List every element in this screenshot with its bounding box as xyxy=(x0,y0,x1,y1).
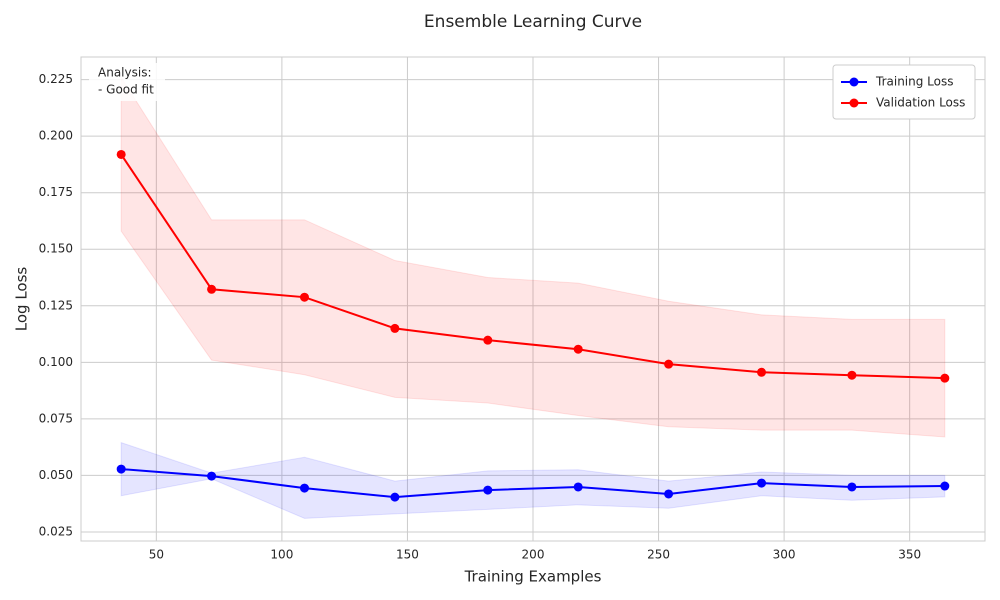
x-tick-label: 150 xyxy=(396,548,419,562)
legend-box xyxy=(832,64,976,120)
data-point xyxy=(757,367,767,377)
data-point xyxy=(390,323,400,333)
x-tick-label: 50 xyxy=(149,548,164,562)
annotation-text: - Good fit xyxy=(98,83,154,97)
data-point xyxy=(573,344,583,354)
annotation-text: Analysis: xyxy=(98,66,151,80)
data-point xyxy=(847,370,857,380)
x-tick-label: 300 xyxy=(773,548,796,562)
y-tick-label: 0.075 xyxy=(39,411,73,425)
y-tick-label: 0.050 xyxy=(39,468,73,482)
data-point xyxy=(207,284,217,294)
data-point xyxy=(390,492,400,502)
data-point xyxy=(940,373,950,383)
error-band xyxy=(120,75,946,438)
series-line xyxy=(121,468,945,499)
x-tick-label: 200 xyxy=(522,548,545,562)
y-tick-label: 0.225 xyxy=(39,72,73,86)
data-point xyxy=(299,292,309,302)
x-tick-label: 250 xyxy=(647,548,670,562)
data-point xyxy=(483,335,493,345)
y-axis-label: Log Loss xyxy=(13,267,31,332)
legend-marker xyxy=(849,77,859,87)
data-point xyxy=(847,482,857,492)
plot-frame xyxy=(80,56,986,542)
data-point xyxy=(116,464,126,474)
y-tick-label: 0.025 xyxy=(39,524,73,538)
annotation-box xyxy=(89,63,165,101)
x-axis-label: Training Examples xyxy=(464,568,602,586)
error-band xyxy=(120,441,946,519)
legend-label: Training Loss xyxy=(875,75,953,89)
annotation: Analysis: - Good fit xyxy=(89,63,165,101)
y-tick-label: 0.200 xyxy=(39,129,73,143)
x-tick-label: 100 xyxy=(270,548,293,562)
y-tick-label: 0.100 xyxy=(39,355,73,369)
data-point xyxy=(664,489,674,499)
series-line xyxy=(120,153,945,380)
data-point xyxy=(573,482,583,492)
legend: Training Loss Validation Loss xyxy=(832,64,976,120)
data-point xyxy=(483,485,493,495)
data-point xyxy=(207,471,217,481)
data-point xyxy=(299,483,309,493)
x-tick-label: 350 xyxy=(898,548,921,562)
data-point xyxy=(757,478,767,488)
y-tick-label: 0.125 xyxy=(39,298,73,312)
data-point xyxy=(664,359,674,369)
legend-label: Validation Loss xyxy=(876,96,965,110)
legend-marker xyxy=(849,98,859,108)
y-tick-label: 0.150 xyxy=(39,242,73,256)
chart-title: Ensemble Learning Curve xyxy=(424,12,642,32)
data-point xyxy=(940,481,950,491)
data-point xyxy=(116,149,126,159)
y-tick-label: 0.175 xyxy=(39,185,73,199)
